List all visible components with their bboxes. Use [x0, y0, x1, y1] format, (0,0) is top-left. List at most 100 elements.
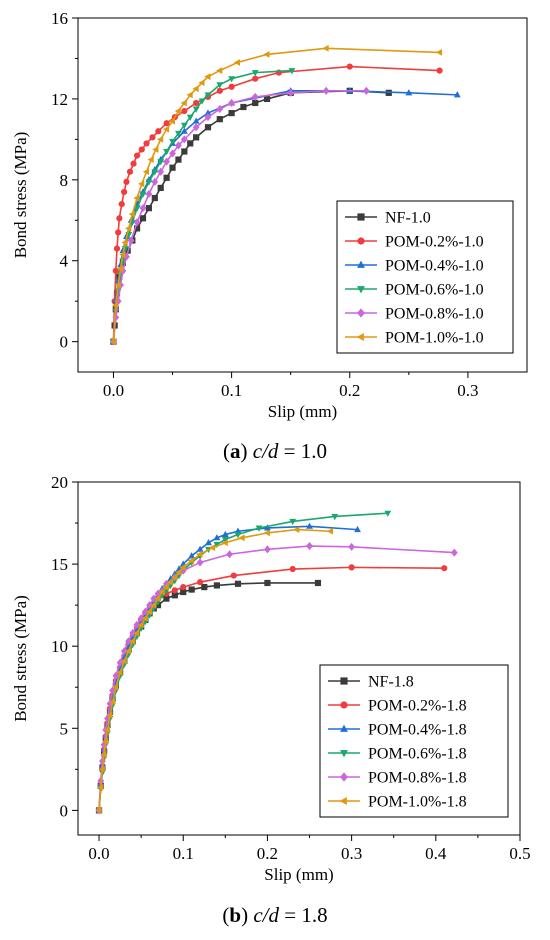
caption-variable: c/d: [253, 903, 279, 927]
data-point: [180, 127, 188, 134]
data-point: [346, 63, 353, 70]
data-point: [149, 134, 156, 141]
data-point: [112, 671, 120, 680]
data-point: [145, 189, 153, 199]
data-point: [163, 174, 170, 181]
data-point: [192, 106, 200, 113]
data-point: [181, 148, 188, 155]
caption-letter: b: [229, 903, 241, 927]
data-point: [204, 109, 212, 116]
data-point: [137, 621, 144, 629]
legend-marker: [340, 677, 348, 685]
chart-a: 0.0 0.1 0.2 0.3 0 4 8 12 16 Slip (mm) Bond stress …: [11, 9, 528, 463]
data-point: [450, 548, 458, 557]
caption-paren-close: ): [241, 903, 253, 927]
data-point: [133, 205, 141, 212]
x-tick-label: 0.1: [221, 381, 242, 400]
data-point: [228, 76, 236, 83]
data-point: [137, 614, 145, 623]
data-point: [228, 98, 236, 107]
legend-marker: [357, 260, 365, 268]
legend-marker: [340, 772, 348, 782]
legend-label: POM-0.6%-1.8: [368, 746, 467, 763]
data-point: [112, 267, 119, 274]
data-point: [163, 595, 170, 602]
data-point: [108, 698, 115, 706]
data-point: [228, 109, 235, 117]
data-point: [263, 95, 271, 103]
legend-item: POM-1.0%-1.8: [328, 794, 467, 811]
data-point: [354, 525, 361, 533]
data-point: [192, 123, 200, 132]
data-point: [288, 68, 296, 75]
data-point: [120, 647, 128, 656]
data-point: [188, 552, 196, 559]
data-point: [348, 542, 356, 551]
data-point: [252, 75, 259, 82]
data-point: [263, 529, 270, 537]
data-point: [216, 116, 223, 123]
legend-marker: [357, 213, 365, 221]
legend-item: POM-0.6%-1.0: [345, 282, 484, 299]
data-point: [289, 565, 296, 573]
data-point: [133, 218, 141, 227]
data-point: [113, 245, 121, 252]
data-point: [196, 545, 204, 552]
data-point: [163, 157, 171, 166]
x-axis-title: Slip (mm): [264, 865, 333, 884]
data-point: [175, 141, 182, 150]
x-tick-label: 0.5: [509, 844, 530, 863]
data-point: [226, 550, 233, 559]
data-point: [147, 156, 154, 164]
data-point: [125, 224, 132, 232]
data-point: [293, 526, 300, 534]
data-point: [384, 510, 392, 517]
data-point: [102, 738, 109, 745]
data-point: [187, 557, 195, 565]
data-point: [130, 160, 137, 167]
data-point: [112, 683, 119, 691]
legend-label: POM-0.2%-1.8: [368, 698, 467, 715]
data-point: [228, 83, 235, 90]
data-point: [151, 177, 159, 186]
data-point: [198, 98, 206, 105]
data-point: [264, 524, 271, 531]
data-point: [163, 149, 171, 156]
legend-marker: [340, 724, 348, 732]
data-point: [264, 545, 271, 554]
data-point: [171, 573, 178, 581]
legend-item: POM-0.4%-1.0: [345, 258, 484, 275]
x-tick-label: 0.1: [173, 844, 194, 863]
legend-marker: [340, 750, 348, 758]
data-point: [221, 539, 228, 547]
data-point: [180, 583, 187, 591]
data-point: [186, 114, 194, 121]
data-point: [204, 113, 212, 122]
data-point: [234, 532, 242, 539]
data-point: [138, 146, 145, 153]
x-axis-title: Slip (mm): [268, 402, 337, 421]
legend-item: POM-0.2%-1.8: [328, 698, 467, 715]
data-point: [157, 159, 165, 166]
data-point: [112, 301, 119, 309]
data-point: [193, 134, 200, 141]
data-point: [146, 601, 153, 610]
legend-marker: [357, 308, 365, 318]
legend-label: NF-1.8: [368, 674, 414, 691]
data-point: [143, 140, 150, 147]
data-point: [169, 164, 176, 171]
legend-marker: [357, 286, 365, 294]
data-point: [98, 765, 105, 773]
series-pom-1-0-1-0: [109, 44, 443, 346]
data-point: [121, 239, 128, 246]
legend-label: POM-0.4%-1.8: [368, 722, 467, 739]
data-point: [114, 281, 121, 289]
data-point: [264, 579, 271, 587]
data-point: [97, 783, 104, 791]
data-point: [196, 579, 204, 586]
legend-label: POM-1.0%-1.0: [385, 330, 484, 347]
data-point: [169, 138, 176, 146]
data-point: [181, 107, 188, 115]
data-point: [204, 73, 211, 81]
